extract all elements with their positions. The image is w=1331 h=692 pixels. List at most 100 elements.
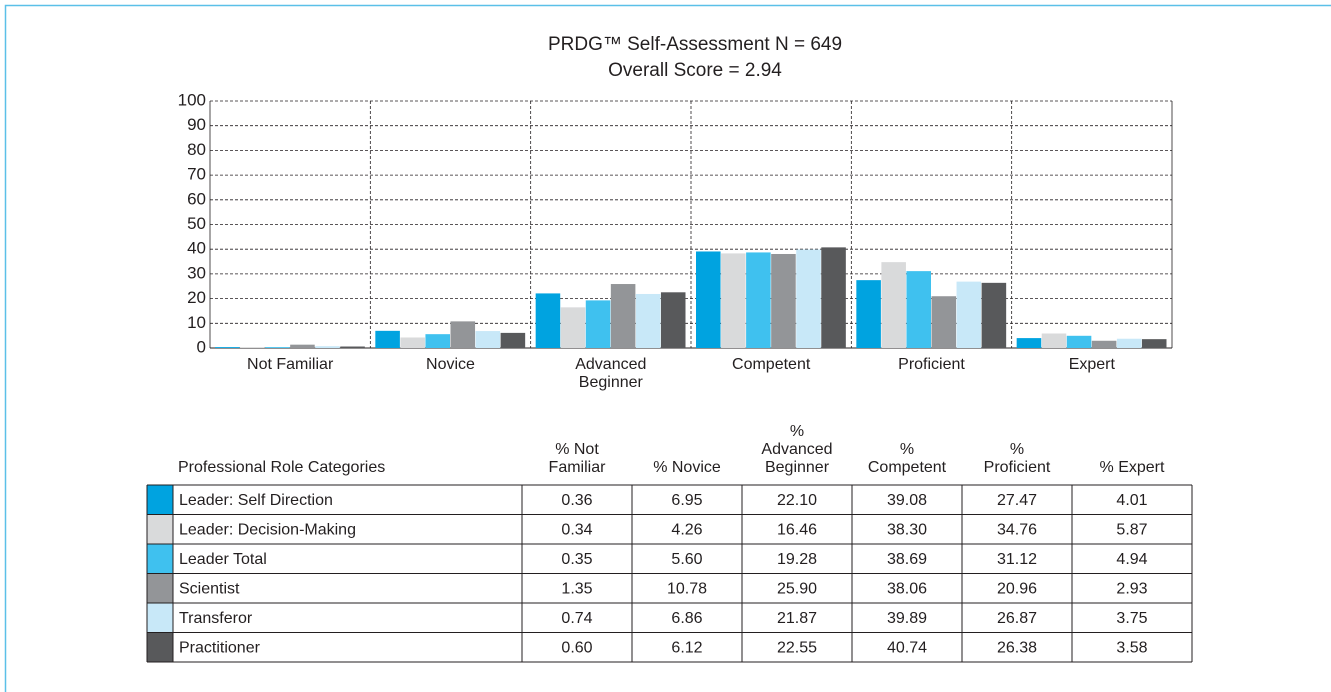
bar: [1041, 333, 1067, 348]
bar: [881, 262, 906, 348]
y-tick-label: 50: [187, 214, 206, 233]
bar: [821, 247, 846, 348]
y-tick-label: 40: [187, 239, 206, 258]
bar: [240, 347, 265, 348]
bar: [635, 293, 661, 348]
cell: 6.86: [671, 610, 702, 627]
bar: [215, 347, 240, 348]
column-header: %: [900, 441, 914, 458]
cell: 0.36: [561, 492, 592, 509]
cell: 10.78: [667, 580, 707, 597]
legend-swatch: [147, 514, 173, 544]
cell: 40.74: [887, 639, 927, 656]
cell: 2.93: [1116, 580, 1147, 597]
bar: [856, 280, 881, 348]
cell: 31.12: [997, 551, 1037, 568]
bar: [956, 281, 982, 348]
cell: 0.34: [561, 521, 592, 538]
bar: [906, 271, 931, 348]
bar: [610, 284, 636, 348]
bar: [375, 330, 400, 348]
cell: 25.90: [777, 580, 817, 597]
cell: 16.46: [777, 521, 817, 538]
x-tick-label: Novice: [426, 356, 475, 373]
cell: 0.74: [561, 610, 592, 627]
bar: [696, 251, 721, 348]
bar: [400, 337, 425, 348]
row-label: Leader: Decision-Making: [179, 521, 356, 538]
y-tick-label: 100: [178, 90, 206, 109]
bar: [1066, 335, 1092, 348]
bar: [290, 344, 315, 348]
bar: [931, 296, 957, 348]
row-label: Scientist: [179, 580, 240, 597]
column-header: %: [790, 423, 804, 440]
bar: [585, 300, 611, 348]
y-tick-label: 30: [187, 263, 206, 282]
column-header: % Novice: [653, 459, 721, 476]
legend-swatch: [147, 485, 173, 515]
table-header: Professional Role Categories: [178, 459, 385, 476]
row-label: Practitioner: [179, 639, 261, 656]
cell: 4.01: [1116, 492, 1147, 509]
bar: [796, 249, 821, 348]
x-tick-label: Competent: [732, 356, 811, 373]
cell: 34.76: [997, 521, 1037, 538]
bar: [560, 307, 586, 348]
legend-swatch: [147, 632, 173, 662]
column-header: Competent: [868, 459, 947, 476]
bar: [475, 331, 501, 348]
legend-swatch: [147, 573, 173, 603]
y-tick-label: 60: [187, 189, 206, 208]
column-header: Advanced: [761, 441, 832, 458]
cell: 38.69: [887, 551, 927, 568]
row-label: Transferor: [179, 610, 253, 627]
cell: 38.06: [887, 580, 927, 597]
bar: [771, 253, 796, 348]
bar: [746, 252, 771, 348]
cell: 20.96: [997, 580, 1037, 597]
bar: [721, 253, 746, 348]
cell: 22.10: [777, 492, 817, 509]
cell: 3.75: [1116, 610, 1147, 627]
cell: 19.28: [777, 551, 817, 568]
frame: [4, 4, 1331, 692]
cell: 5.87: [1116, 521, 1147, 538]
y-tick-label: 80: [187, 140, 206, 159]
x-tick-label: Not Familiar: [247, 356, 334, 373]
cell: 26.38: [997, 639, 1037, 656]
bar: [500, 332, 526, 348]
x-tick-label: Advanced Beginner: [575, 356, 647, 391]
bar: [315, 346, 340, 348]
y-tick-label: 0: [197, 337, 206, 356]
cell: 1.35: [561, 580, 592, 597]
column-header: Proficient: [984, 459, 1051, 476]
column-header: Beginner: [765, 459, 830, 476]
cell: 0.60: [561, 639, 592, 656]
bar: [981, 282, 1007, 348]
cell: 0.35: [561, 551, 592, 568]
cell: 21.87: [777, 610, 817, 627]
bar: [340, 346, 365, 348]
cell: 4.94: [1116, 551, 1147, 568]
bar: [265, 347, 290, 348]
cell: 39.89: [887, 610, 927, 627]
chart-subtitle: Overall Score = 2.94: [608, 60, 782, 81]
column-header: % Not: [555, 441, 599, 458]
cell: 4.26: [671, 521, 702, 538]
bar: [1091, 340, 1117, 348]
bar: [535, 293, 561, 348]
column-header: Familiar: [549, 459, 607, 476]
cell: 3.58: [1116, 639, 1147, 656]
cell: 27.47: [997, 492, 1037, 509]
chart-title: PRDG™ Self-Assessment N = 649: [548, 34, 842, 55]
cell: 6.12: [671, 639, 702, 656]
bar: [1141, 339, 1167, 348]
legend-swatch: [147, 603, 173, 633]
cell: 39.08: [887, 492, 927, 509]
row-label: Leader Total: [179, 551, 267, 568]
x-tick-label: Expert: [1068, 356, 1115, 373]
bar: [1016, 338, 1042, 348]
